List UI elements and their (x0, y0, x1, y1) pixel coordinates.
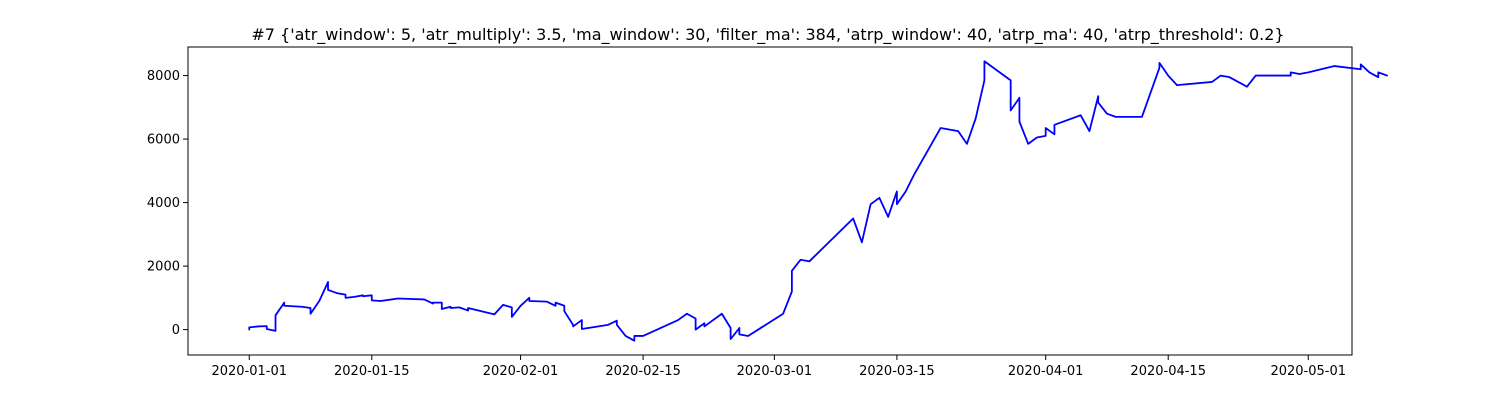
series-line (248, 60, 1388, 342)
series-layer (248, 60, 1388, 342)
chart-title: #7 {'atr_window': 5, 'atr_multiply': 3.5… (251, 25, 1284, 45)
x-tick-label: 2020-03-01 (737, 364, 813, 379)
x-tick-label: 2020-02-01 (483, 364, 559, 379)
y-tick-label: 2000 (147, 260, 180, 275)
x-axis: 2020-01-01 2020-01-15 2020-02-01 2020-02-15… (211, 355, 1346, 379)
y-axis: 0 2000 4000 6000 8000 (147, 69, 188, 338)
x-tick-label: 2020-04-15 (1130, 364, 1206, 379)
plot-area-frame (187, 46, 1353, 356)
x-tick-label: 2020-01-01 (211, 364, 287, 379)
x-tick-label: 2020-02-15 (605, 364, 681, 379)
y-tick-label: 0 (172, 323, 180, 338)
x-tick-label: 2020-01-15 (334, 364, 410, 379)
y-tick-label: 8000 (147, 69, 180, 84)
x-tick-label: 2020-04-01 (1008, 364, 1084, 379)
x-tick-label: 2020-03-15 (859, 364, 935, 379)
x-tick-label: 2020-05-01 (1270, 364, 1346, 379)
y-tick-label: 4000 (147, 196, 180, 211)
y-tick-label: 6000 (147, 133, 180, 148)
